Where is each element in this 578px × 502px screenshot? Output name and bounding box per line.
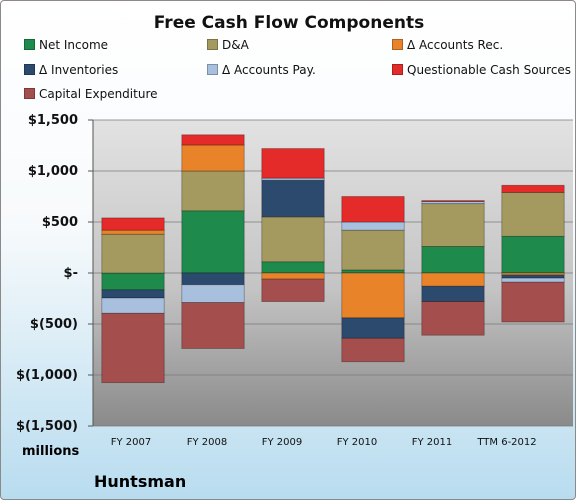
legend-swatch-capex: [24, 88, 35, 99]
bar-capital-expenditure-5: [421, 301, 485, 336]
bar-net-income-6: [501, 235, 565, 274]
legend-net-income: Net Income: [24, 38, 108, 52]
legend-swatch-questionable-cash: [392, 64, 403, 75]
legend-label-accounts-pay: Δ Accounts Pay.: [222, 63, 316, 77]
bar-questionable-cash-sources-1: [101, 217, 165, 231]
bar-accounts-pay-4: [341, 221, 405, 231]
bar-capital-expenditure-2: [181, 302, 245, 349]
bar-accounts-pay-1: [101, 297, 165, 314]
legend-label-da: D&A: [222, 38, 249, 52]
bar-questionable-cash-sources-5: [421, 200, 485, 203]
bar-accounts-rec-3: [261, 272, 325, 280]
legend-swatch-net-income: [24, 39, 35, 50]
bar-accounts-pay-2: [181, 284, 245, 303]
bar-capital-expenditure-4: [341, 337, 405, 363]
bar-questionable-cash-sources-3: [261, 148, 325, 179]
bar-d-a-3: [261, 216, 325, 263]
legend-accounts-pay: Δ Accounts Pay.: [207, 63, 316, 77]
bar-inventories-4: [341, 317, 405, 339]
bar-inventories-6: [501, 274, 565, 279]
bar-inventories-5: [421, 285, 485, 302]
legend-inventories: Δ Inventories: [24, 63, 118, 77]
y-tick-label-500: $500: [41, 215, 78, 230]
legend-capex: Capital Expenditure: [24, 87, 158, 101]
legend-accounts-rec: Δ Accounts Rec.: [392, 38, 503, 52]
legend-label-accounts-rec: Δ Accounts Rec.: [407, 38, 504, 52]
bar-net-income-3: [261, 261, 325, 274]
y-tick-label-neg1500: $(1,500): [15, 419, 78, 434]
bar-d-a-1: [101, 233, 165, 274]
bar-d-a-4: [341, 229, 405, 271]
company-name: Huntsman: [94, 472, 187, 491]
bar-accounts-rec-4: [341, 272, 405, 319]
y-tick-label-neg1000: $(1,000): [15, 368, 78, 383]
bar-net-income-1: [101, 272, 165, 291]
legend-swatch-accounts-pay: [207, 64, 218, 75]
bar-inventories-2: [181, 272, 245, 286]
legend-swatch-da: [207, 39, 218, 50]
bar-accounts-rec-5: [421, 272, 485, 287]
bar-capital-expenditure-1: [101, 312, 165, 384]
bar-inventories-3: [261, 179, 325, 218]
bar-questionable-cash-sources-6: [501, 184, 565, 193]
legend-label-questionable-cash: Questionable Cash Sources: [407, 63, 572, 77]
x-tick-label-fy2009: FY 2009: [261, 437, 303, 448]
legend-label-net-income: Net Income: [39, 38, 109, 52]
x-tick-label-fy2011: FY 2011: [411, 437, 453, 448]
bar-net-income-5: [421, 246, 485, 274]
bar-d-a-2: [181, 170, 245, 212]
bar-questionable-cash-sources-2: [181, 134, 245, 146]
bar-net-income-4: [341, 269, 405, 274]
y-tick-label-1000: $1,000: [27, 164, 78, 179]
bar-d-a-5: [421, 203, 485, 247]
legend-swatch-accounts-rec: [392, 39, 403, 50]
x-tick-label-fy2007: FY 2007: [110, 437, 152, 448]
bar-capital-expenditure-6: [501, 281, 565, 323]
legend-da: D&A: [207, 38, 249, 52]
x-tick-label-ttm2012: TTM 6-2012: [477, 437, 537, 448]
bar-inventories-1: [101, 289, 165, 299]
legend-label-capex: Capital Expenditure: [39, 87, 158, 101]
bar-accounts-rec-2: [181, 144, 245, 172]
bar-questionable-cash-sources-4: [341, 196, 405, 223]
y-tick-label-neg500: $(500): [29, 317, 78, 332]
bar-accounts-pay-6: [501, 277, 565, 283]
bar-capital-expenditure-3: [261, 278, 325, 302]
x-tick-label-fy2010: FY 2010: [336, 437, 378, 448]
x-tick-label-fy2008: FY 2008: [186, 437, 228, 448]
legend-questionable-cash: Questionable Cash Sources: [392, 63, 571, 77]
y-tick-label-0: $-: [63, 266, 78, 281]
y-tick-label-1500: $1,500: [27, 113, 78, 128]
bar-net-income-2: [181, 210, 245, 274]
units-label: millions: [22, 444, 80, 459]
bar-d-a-6: [501, 192, 565, 237]
bar-accounts-rec-1: [101, 229, 165, 235]
legend-label-inventories: Δ Inventories: [39, 63, 119, 77]
chart-title: Free Cash Flow Components: [153, 13, 425, 33]
legend-swatch-inventories: [24, 64, 35, 75]
